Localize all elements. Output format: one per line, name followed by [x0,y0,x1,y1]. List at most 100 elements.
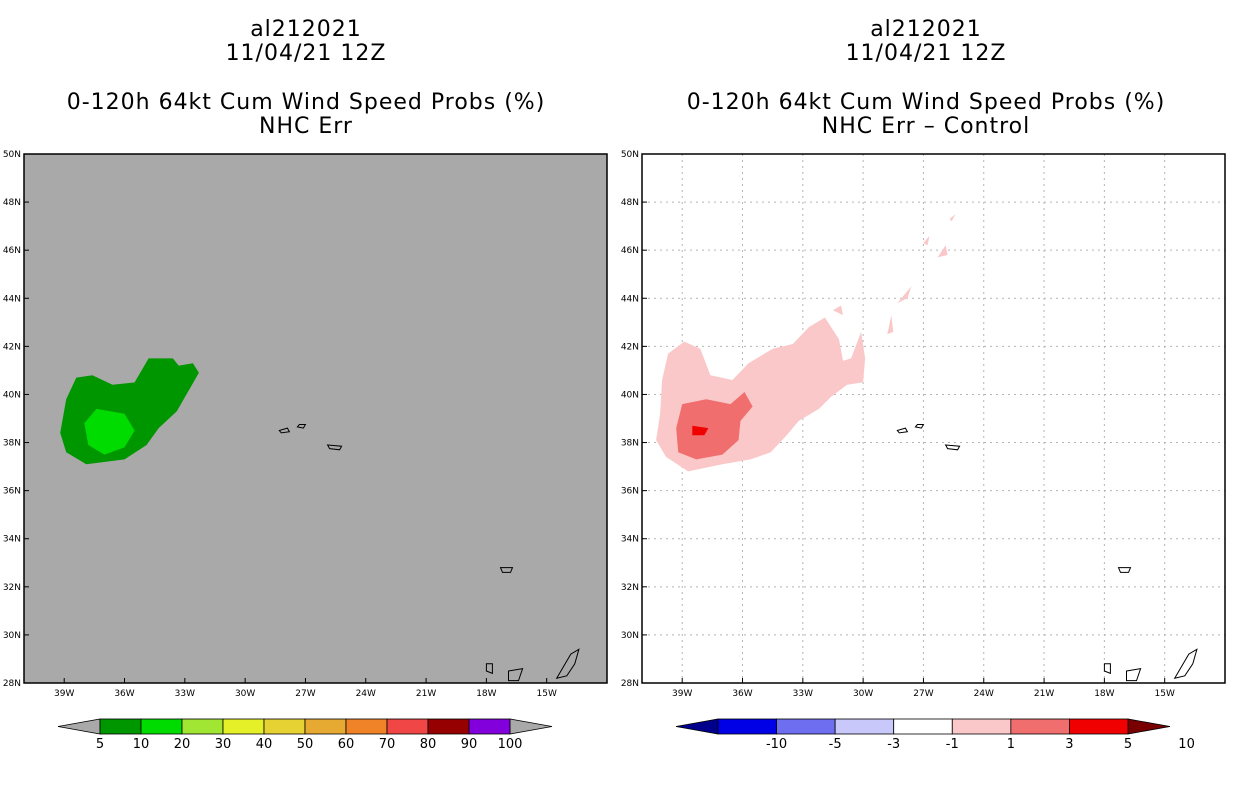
right-region-1-3-5 [949,214,956,222]
right-ytick-label-34N: 34N [621,535,639,545]
right-ytick-label-48N: 48N [621,198,639,208]
right-title-block: al212021 11/04/21 12Z [646,18,1206,66]
left-xtick-label-21W: 21W [416,689,436,699]
left-ytick-label-46N: 46N [3,246,21,256]
left-xtick-label-30W: 30W [235,689,255,699]
right-xtick-label-27W: 27W [913,689,933,699]
right-colorbar-label-4: 1 [1007,737,1015,752]
left-ytick-label-28N: 28N [3,679,21,689]
right-map-panel: 39W 36W 33W 30W 27W 24W 21W 18W 15W 28N 30N 32N 34N 3… [621,150,1226,752]
left-colorbar-over-arrow [509,718,553,735]
left-colorbar-swatch-7 [386,718,429,735]
right-colorbar-label-1: -5 [829,737,842,752]
left-plot-frame [23,153,608,684]
left-ytick-label-48N: 48N [3,198,21,208]
right-colorbar-label-3: -1 [946,737,959,752]
right-colorbar-label-5: 3 [1065,737,1073,752]
right-colorbar-swatch-4 [951,718,1012,735]
left-xtick-label-39W: 39W [54,689,74,699]
right-region-1-3-3 [937,245,948,258]
right-island-azores-flores [896,427,909,434]
left-colorbar-under-arrow [57,718,101,735]
right-ytick-label-42N: 42N [621,342,639,352]
left-colorbar-label-1: 10 [133,737,150,752]
left-date: 11/04/21 12Z [225,41,387,66]
left-xtick-label-36W: 36W [114,689,134,699]
left-plot-area [60,358,580,682]
left-chart-title-block: 0-120h 64kt Cum Wind Speed Probs (%) NHC… [26,91,586,139]
left-island-azores-flores [278,427,291,434]
right-xtick-label-33W: 33W [793,689,813,699]
right-colorbar: -10 -5 -3 -1 1 3 5 10 [675,718,1195,752]
left-colorbar: 5 10 20 30 40 50 60 70 80 90 100 [57,718,553,752]
right-xtick-label-18W: 18W [1094,689,1114,699]
left-xtick-label-24W: 24W [356,689,376,699]
right-island-canary-west [1103,663,1111,675]
left-colorbar-label-0: 5 [96,737,104,752]
right-date: 11/04/21 12Z [845,41,1007,66]
left-colorbar-label-6: 60 [338,737,355,752]
left-colorbar-label-5: 50 [297,737,314,752]
right-region-1-3-2 [897,286,912,304]
right-colorbar-swatch-3 [893,718,953,735]
left-colorbar-label-10: 100 [498,737,523,752]
left-chart-subtitle: NHC Err [259,114,353,139]
right-region-1-3-4 [923,235,930,246]
right-xtick-label-21W: 21W [1034,689,1054,699]
left-xtick-label-33W: 33W [175,689,195,699]
right-colorbar-under-arrow [675,718,719,735]
left-xtick-label-18W: 18W [476,689,496,699]
left-map-panel: 39W 36W 33W 30W 27W 24W 21W 18W 15W 28N 30N 32N 34N 3… [3,150,608,752]
right-storm-id: al212021 [870,17,982,42]
right-chart-subtitle: NHC Err – Control [821,114,1031,139]
left-colorbar-label-9: 90 [461,737,478,752]
right-ytick-label-46N: 46N [621,246,639,256]
right-xtick-label-15W: 15W [1155,689,1175,699]
right-island-canary-central [1126,667,1142,682]
right-island-azores-east [944,444,961,451]
right-colorbar-swatch-1 [776,718,836,735]
right-region-3-5-7 [676,392,753,460]
left-ytick-label-42N: 42N [3,342,21,352]
left-region-10-20-1 [84,408,135,455]
left-ytick-label-38N: 38N [3,439,21,449]
left-colorbar-label-3: 30 [215,737,232,752]
right-ytick-label-28N: 28N [621,679,639,689]
right-colorbar-label-7: 10 [1178,737,1195,752]
right-ytick-label-36N: 36N [621,487,639,497]
right-xtick-label-39W: 39W [672,689,692,699]
left-colorbar-swatch-8 [427,718,470,735]
right-xtick-label-24W: 24W [974,689,994,699]
right-plot-frame [641,153,1226,684]
left-ytick-label-32N: 32N [3,583,21,593]
left-colorbar-swatch-2 [181,718,224,735]
right-colorbar-over-arrow [1127,718,1171,735]
right-xtick-label-36W: 36W [732,689,752,699]
left-island-azores-central [296,424,307,429]
left-island-canary-east [555,648,580,679]
right-ytick-label-40N: 40N [621,390,639,400]
left-storm-id: al212021 [250,17,362,42]
left-chart-title: 0-120h 64kt Cum Wind Speed Probs (%) [66,90,546,115]
left-xtick-label-15W: 15W [537,689,557,699]
right-ytick-label-44N: 44N [621,294,639,304]
right-chart-title-block: 0-120h 64kt Cum Wind Speed Probs (%) NHC… [646,91,1206,139]
left-colorbar-swatch-1 [140,718,183,735]
left-ytick-label-44N: 44N [3,294,21,304]
right-colorbar-label-2: -3 [887,737,900,752]
left-ytick-label-36N: 36N [3,487,21,497]
right-region-1-3-1 [833,305,843,316]
right-island-madeira [1117,567,1132,573]
left-title-block: al212021 11/04/21 12Z [26,18,586,66]
right-ytick-label-32N: 32N [621,583,639,593]
left-ytick-label-50N: 50N [3,150,21,160]
left-ytick-label-30N: 30N [3,631,21,641]
right-colorbar-swatch-0 [717,718,777,735]
left-colorbar-label-7: 70 [379,737,396,752]
left-colorbar-swatch-4 [263,718,306,735]
left-island-azores-east [326,444,343,451]
left-colorbar-swatch-9 [468,718,511,735]
left-colorbar-swatch-0 [99,718,142,735]
right-chart-title: 0-120h 64kt Cum Wind Speed Probs (%) [686,90,1166,115]
